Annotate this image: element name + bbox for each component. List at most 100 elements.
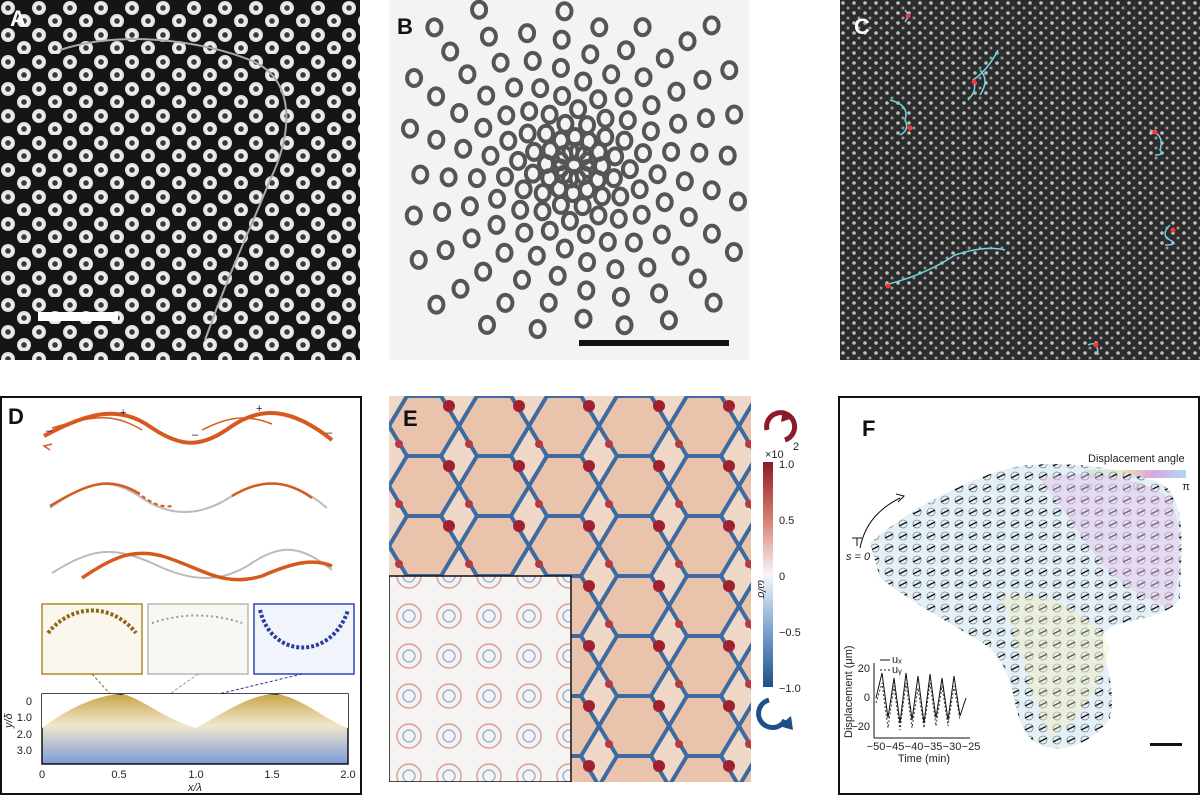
droplet: [702, 180, 721, 201]
droplet: [648, 164, 667, 185]
droplet: [520, 101, 539, 122]
droplet: [540, 104, 559, 125]
droplet: [702, 223, 721, 244]
droplet: [509, 150, 528, 171]
panel-a-label: A: [10, 6, 26, 31]
panel-e-colorbar-multiplier: ×10: [765, 449, 784, 461]
droplet: [462, 228, 481, 249]
panel-a-scalebar: [38, 312, 118, 321]
droplet: [409, 249, 428, 270]
droplet: [642, 95, 661, 116]
droplet: [604, 168, 623, 189]
droplet: [679, 207, 698, 227]
panel-f-inset-legend-1: uᵧ: [892, 664, 902, 676]
panel-f-displacement-field: [870, 463, 1182, 749]
panel-d-xtick-1: 0.5: [111, 769, 126, 781]
droplet: [633, 17, 652, 38]
droplet: [615, 130, 634, 151]
droplet: [606, 259, 625, 280]
droplet: [477, 85, 496, 106]
droplet: [659, 310, 678, 331]
droplet: [525, 141, 544, 162]
panel-d-ytick-3: 3.0: [17, 745, 32, 757]
panel-e-vorticity-map: [389, 396, 751, 782]
droplet: [514, 179, 533, 200]
droplet: [553, 86, 572, 106]
droplet: [574, 308, 593, 329]
droplet: [478, 314, 496, 335]
droplet: [641, 121, 660, 142]
droplet: [401, 118, 419, 139]
panel-d-wave-3: [81, 551, 333, 582]
panel-f-displacement-label: Displacement angle: [1088, 453, 1185, 465]
droplet: [573, 196, 592, 217]
panel-d-xtick-2: 1.0: [188, 769, 203, 781]
droplet: [505, 77, 524, 98]
panel-d-wave-3-reference: [51, 548, 333, 579]
droplet: [671, 245, 690, 266]
panel-e-inset: [389, 575, 572, 782]
panel-d-inset-3: [253, 603, 355, 675]
droplet: [569, 99, 588, 120]
droplet: [615, 315, 634, 336]
droplet: [531, 78, 550, 99]
panel-f-scalebar: [1150, 743, 1182, 746]
panel-e-cbar-tick-3: −0.5: [779, 627, 801, 639]
droplet: [581, 44, 600, 65]
panel-d: + + – – –: [0, 396, 362, 795]
panel-f-inset-ytick-0: 20: [858, 663, 870, 675]
droplet: [499, 130, 518, 151]
droplet: [632, 204, 651, 225]
droplet: [634, 143, 652, 164]
droplet: [551, 57, 570, 78]
droplet: [556, 113, 575, 134]
panel-f-inset-ytick-1: 0: [864, 692, 870, 704]
droplet: [474, 261, 493, 282]
droplet: [630, 179, 649, 200]
droplet: [433, 201, 452, 222]
panel-d-xlabel: x/λ: [187, 782, 202, 793]
droplet: [451, 278, 470, 299]
droplet: [724, 242, 743, 262]
droplet: [593, 186, 611, 207]
panel-c-endpoints: [885, 13, 1176, 348]
droplet: [577, 280, 596, 301]
droplet: [602, 64, 621, 85]
panel-e-cbar-tick-0: 1.0: [779, 459, 794, 471]
panel-e-cbar-tick-1: 0.5: [779, 515, 794, 527]
droplet: [589, 205, 608, 226]
panel-d-wave-flow: [42, 411, 334, 451]
droplet: [427, 86, 446, 107]
droplet: [487, 214, 506, 235]
droplet: [596, 108, 615, 129]
panel-e-colorbar: ×10 2 1.0 0.5 0 −0.5 −1.0 ω/σ: [755, 400, 835, 795]
droplet: [598, 231, 617, 252]
droplet: [425, 17, 444, 38]
clockwise-rotation-icon: [756, 697, 788, 731]
droplet: [523, 163, 542, 184]
panel-d-sign-3: –: [46, 425, 53, 437]
panel-e-colorbar-exponent: 2: [793, 441, 799, 453]
panel-b-micrograph: [389, 0, 749, 360]
droplet: [479, 26, 498, 47]
droplet: [454, 138, 473, 159]
droplet: [427, 129, 446, 150]
droplet: [578, 252, 597, 273]
panel-e-cbar-tick-2: 0: [779, 571, 785, 583]
droplet: [488, 188, 507, 209]
panel-d-xtick-4: 2.0: [340, 769, 355, 781]
panel-d-sign-2: +: [256, 403, 262, 415]
panel-f-inset-plot: 20 0 −20 Displacement (μm) −50 −45 −40 −…: [843, 645, 980, 765]
panel-f-inset-ytick-2: −20: [851, 721, 870, 733]
droplet: [704, 292, 723, 313]
droplet: [720, 60, 739, 81]
droplet: [606, 146, 625, 167]
droplet: [593, 156, 611, 176]
droplet: [555, 1, 574, 22]
panel-e-colorbar-label: ω/σ: [755, 580, 767, 599]
droplet: [725, 104, 744, 125]
panel-d-graphics: + + – – –: [3, 403, 356, 793]
panel-c: C: [840, 0, 1200, 360]
droplet: [496, 292, 515, 313]
panel-d-ytick-2: 2.0: [17, 729, 32, 741]
